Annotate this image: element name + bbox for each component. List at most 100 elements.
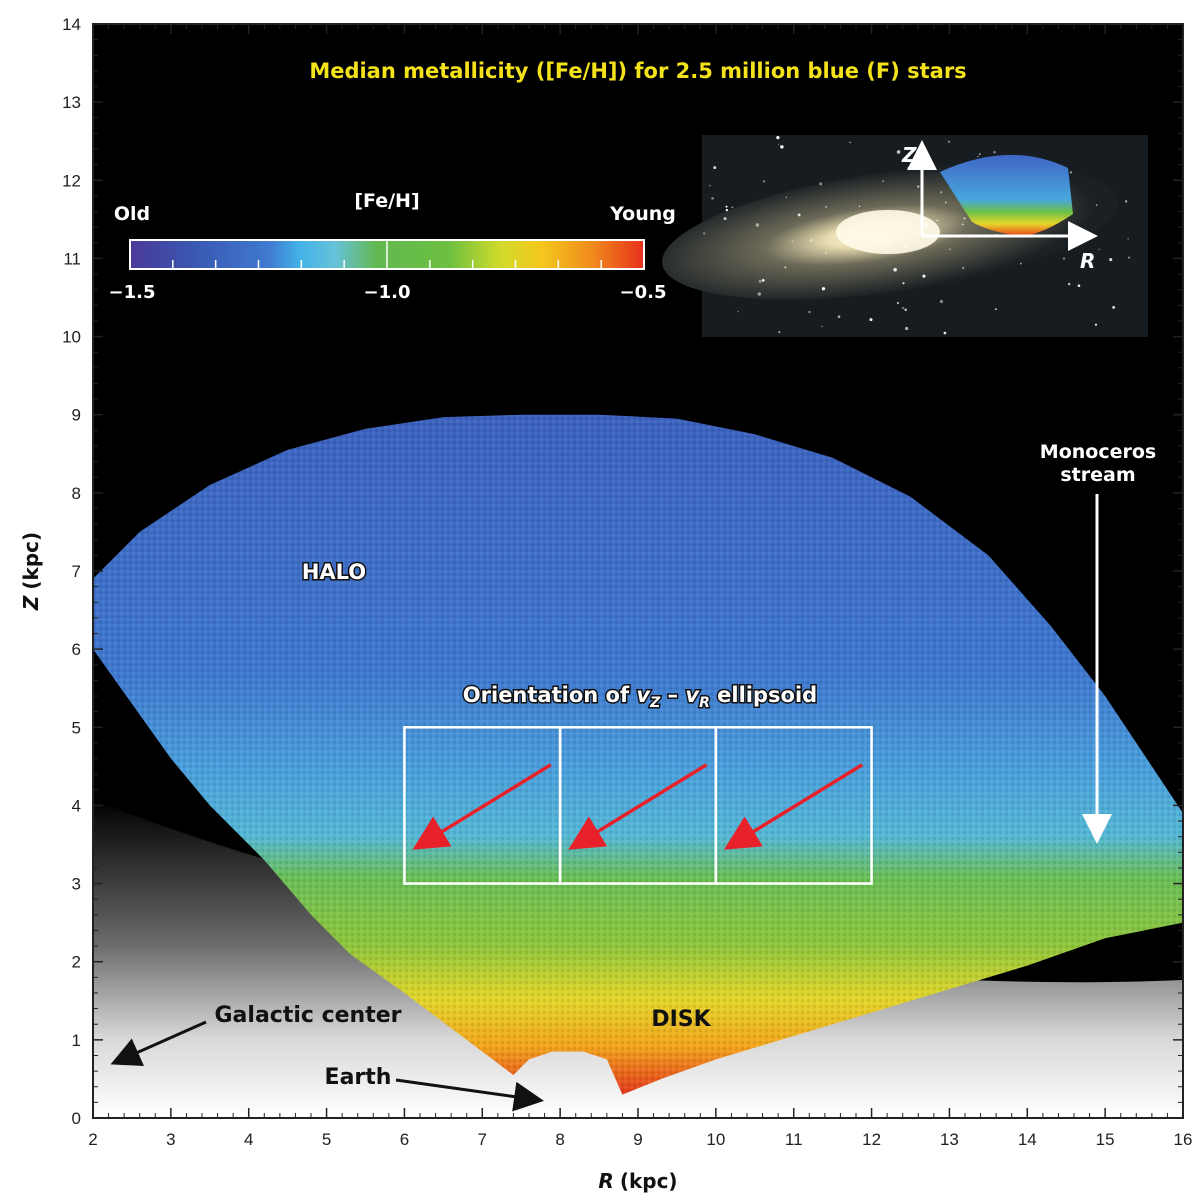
inset-star: [936, 219, 939, 222]
ellipsoid-label-vz: v: [636, 683, 651, 707]
inset-star: [896, 301, 900, 305]
y-tick-label: 5: [72, 718, 81, 737]
x-tick-label: 14: [1018, 1130, 1037, 1149]
inset-star: [945, 201, 947, 204]
ellipsoid-label-vr: v: [685, 683, 700, 707]
ellipsoid-boxes: [403, 726, 873, 885]
earth-label: Earth: [325, 1065, 392, 1090]
y-tick-label: 13: [62, 93, 81, 112]
inset-star: [903, 244, 908, 249]
monoceros-label-line2: stream: [1060, 464, 1135, 486]
inset-star: [723, 217, 727, 221]
earth-arrow: [395, 1078, 544, 1112]
inset-star: [914, 218, 916, 220]
inset-star: [757, 292, 761, 296]
inset-star: [920, 247, 922, 249]
ellipsoid-orientation-arrow: [568, 763, 708, 850]
y-tick-label: 8: [72, 484, 81, 503]
inset-star: [896, 150, 901, 154]
inset-star: [737, 310, 739, 313]
inset-star: [1109, 258, 1113, 262]
inset-star: [899, 236, 901, 238]
y-tick-label: 4: [72, 796, 81, 815]
inset-star: [893, 268, 897, 272]
inset-star: [897, 210, 900, 213]
inset-star: [849, 141, 851, 144]
inset-z-label: Z: [901, 143, 917, 167]
inset-star: [731, 206, 734, 209]
inset-star: [780, 145, 784, 149]
inset-star: [777, 143, 780, 146]
ellipsoid-label: Orientation of vZ – vR ellipsoid: [463, 683, 817, 711]
inset-r-label: R: [1080, 249, 1095, 273]
inset-star: [819, 182, 823, 186]
inset-galaxy-image: Z R: [662, 135, 1148, 337]
disk-label: DISK: [651, 1007, 711, 1032]
inset-star: [978, 153, 981, 156]
x-tick-label: 11: [785, 1130, 803, 1149]
metallicity-wedge-texture: [93, 414, 1183, 1095]
colorbar: [Fe/H] Old Young −1.5 −1.0 −0.5: [109, 190, 676, 303]
inset-star: [904, 308, 907, 312]
inset-star: [725, 205, 728, 208]
colorbar-ticks: [129, 240, 645, 269]
ellipsoid-label-prefix: Orientation of: [463, 683, 637, 707]
colorbar-left-label: Old: [114, 203, 150, 225]
inset-star: [1094, 323, 1098, 326]
y-tick-label: 9: [72, 406, 81, 425]
colorbar-quantity-label: [Fe/H]: [354, 190, 419, 212]
x-tick-label: 13: [940, 1130, 959, 1149]
inset-star: [808, 310, 811, 314]
inset-star: [904, 326, 909, 331]
colorbar-tick-label: −1.0: [364, 282, 411, 303]
x-tick-label: 2: [88, 1130, 97, 1149]
inset-star: [858, 205, 861, 208]
colorbar-tick-label: −0.5: [620, 282, 667, 303]
y-tick-label: 14: [62, 15, 81, 34]
inset-star: [825, 252, 827, 254]
inset-star: [962, 223, 964, 226]
colorbar-tick-label: −1.5: [109, 282, 156, 303]
inset-star: [1062, 257, 1066, 260]
ellipsoid-label-suffix: ellipsoid: [710, 683, 817, 707]
colorbar-right-label: Young: [609, 203, 676, 225]
inset-star: [939, 299, 944, 304]
y-tick-label: 11: [63, 249, 81, 268]
inset-star: [1069, 171, 1072, 174]
inset-star: [1127, 238, 1129, 240]
inset-star: [1077, 284, 1081, 287]
x-tick-label: 15: [1096, 1130, 1115, 1149]
x-tick-label: 3: [166, 1130, 175, 1149]
x-axis-title: R (kpc): [598, 1169, 677, 1193]
inset-star: [948, 140, 951, 143]
galactic-center-label: Galactic center: [215, 1003, 402, 1028]
inset-star: [943, 331, 947, 335]
inset-star: [1112, 305, 1116, 309]
inset-star: [940, 191, 943, 194]
inset-star: [1019, 262, 1022, 265]
inset-starfield: [702, 135, 1131, 335]
x-tick-label: 5: [322, 1130, 331, 1149]
x-tick-label: 8: [555, 1130, 564, 1149]
x-tick-label: 16: [1174, 1130, 1193, 1149]
inset-star: [837, 315, 841, 319]
inset-star: [821, 325, 823, 327]
inset-star: [785, 196, 787, 198]
y-tick-label: 1: [72, 1031, 81, 1050]
inset-star: [755, 223, 760, 227]
y-tick-label: 10: [62, 328, 81, 347]
y-tick-label: 6: [72, 640, 81, 659]
ellipsoid-label-dash: –: [660, 683, 685, 707]
inset-star: [761, 279, 765, 282]
monoceros-label-line1: Monoceros: [1040, 441, 1156, 463]
inset-star: [963, 217, 966, 220]
y-axis-unit: (kpc): [19, 532, 43, 590]
x-tick-label: 4: [244, 1130, 253, 1149]
inset-star: [887, 244, 891, 248]
inset-star: [1098, 248, 1100, 251]
halo-label: HALO: [302, 560, 366, 584]
inset-star: [907, 166, 910, 170]
ellipsoid-label-vz-sub: Z: [649, 695, 661, 711]
x-axis-variable: R: [598, 1169, 613, 1193]
